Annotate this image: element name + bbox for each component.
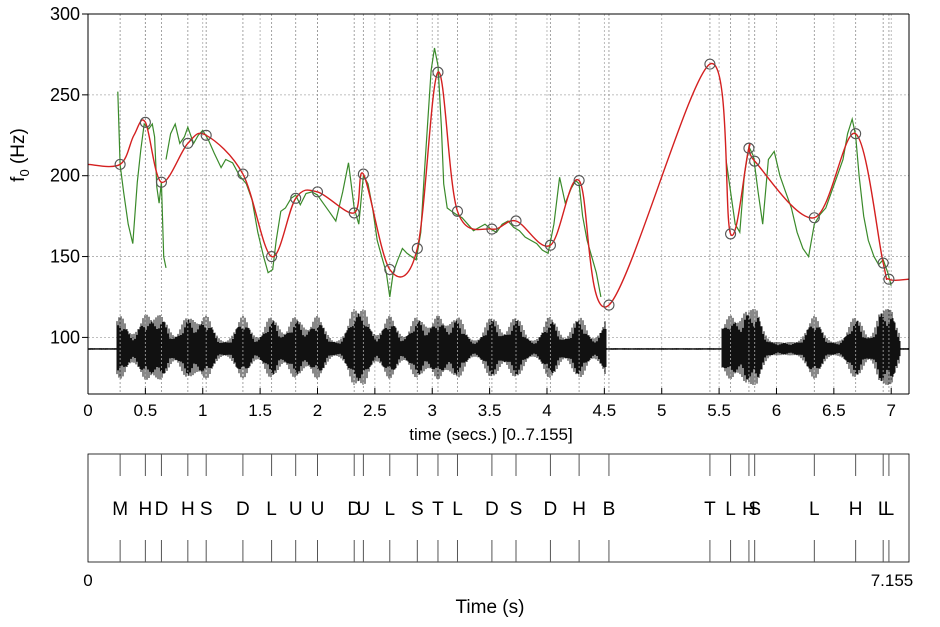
tone-label: U xyxy=(357,499,371,520)
target-point xyxy=(357,168,369,180)
x-tick-label: 0 xyxy=(83,401,92,420)
y-axis-label: f0 (Hz) xyxy=(8,128,32,182)
target-guide-lines xyxy=(119,14,890,394)
x-tick-label: 1.5 xyxy=(248,401,272,420)
target-point xyxy=(348,207,360,219)
x-tick-label: 4 xyxy=(542,401,551,420)
tone-label: D xyxy=(544,499,558,520)
target-point xyxy=(155,176,167,188)
tone-label: L xyxy=(809,499,820,520)
tone-label: D xyxy=(236,499,250,520)
bottom-end-label: 7.155 xyxy=(871,571,914,590)
tone-label: T xyxy=(704,499,716,520)
x-tick-label: 6 xyxy=(772,401,781,420)
tone-label: L xyxy=(452,499,463,520)
target-point xyxy=(432,66,444,78)
fitted-curve-series xyxy=(87,63,910,308)
x-axis-ticks: 0 0.5 1 1.5 2 2.5 3 3.5 4 4.5 5 5.5 6 6.5 7 xyxy=(83,388,896,420)
tone-label: U xyxy=(311,499,325,520)
target-point xyxy=(182,137,194,149)
tone-label: L xyxy=(884,499,895,520)
target-point xyxy=(237,168,249,180)
target-point xyxy=(290,192,302,204)
waveform xyxy=(87,309,910,385)
tone-label: H xyxy=(742,499,756,520)
x-tick-label: 2.5 xyxy=(363,401,387,420)
target-point xyxy=(883,273,895,285)
x-tick-label: 5.5 xyxy=(707,401,731,420)
tone-tier-frame xyxy=(87,453,910,563)
target-point xyxy=(573,175,585,187)
tone-label: D xyxy=(485,499,499,520)
raw-f0-series xyxy=(117,47,892,298)
target-point xyxy=(411,242,423,255)
x-tick-label: 3.5 xyxy=(478,401,502,420)
tone-label: L xyxy=(725,499,736,520)
target-point xyxy=(311,186,324,198)
target-point xyxy=(384,263,396,276)
tone-label: D xyxy=(347,499,361,520)
tone-label: H xyxy=(139,499,153,520)
tone-label: T xyxy=(432,499,444,520)
target-point xyxy=(850,128,862,140)
tone-tier: M H D H S D L U U DU L S T L D S D H B T L HS L H LL xyxy=(112,454,894,562)
target-point xyxy=(510,215,522,227)
bottom-start-label: 0 xyxy=(83,571,92,590)
x-tick-label: 6.5 xyxy=(822,401,846,420)
time-axis-label: time (secs.) [0..7.155] xyxy=(409,425,572,444)
y-tick-label: 150 xyxy=(50,247,80,267)
y-axis-ticks: 100 150 200 250 300 xyxy=(50,4,88,347)
tone-label: H xyxy=(181,499,195,520)
tone-label: S xyxy=(510,499,523,520)
fitted-curve-line xyxy=(87,63,910,308)
target-point xyxy=(451,205,464,217)
x-tick-label: 2 xyxy=(313,401,322,420)
raw-f0-line xyxy=(725,116,892,286)
target-point xyxy=(743,142,755,154)
tone-label: S xyxy=(200,499,213,520)
target-point xyxy=(544,239,556,251)
tone-label: H xyxy=(849,499,863,520)
tone-label: M xyxy=(112,499,128,520)
tone-label: L xyxy=(384,499,395,520)
target-point xyxy=(266,251,278,263)
target-point xyxy=(200,129,212,141)
tone-label: S xyxy=(748,499,761,520)
target-point xyxy=(139,116,151,128)
target-point xyxy=(808,212,820,224)
x-tick-label: 1 xyxy=(198,401,207,420)
tone-label: D xyxy=(155,499,169,520)
tone-label: B xyxy=(603,499,616,520)
bottom-axis-label: Time (s) xyxy=(456,597,525,618)
target-point xyxy=(749,155,761,167)
plot-frames xyxy=(87,13,910,563)
x-tick-label: 5 xyxy=(657,401,666,420)
y-tick-label: 250 xyxy=(50,85,80,105)
tone-label: U xyxy=(289,499,303,520)
x-tick-label: 7 xyxy=(886,401,895,420)
y-tick-label: 100 xyxy=(50,327,80,347)
raw-f0-line xyxy=(165,47,602,298)
target-point xyxy=(704,58,716,70)
target-point xyxy=(114,158,126,170)
target-point xyxy=(877,257,889,269)
target-point xyxy=(725,228,737,240)
target-point xyxy=(486,223,498,235)
target-points xyxy=(114,58,895,311)
y-tick-label: 300 xyxy=(50,4,80,24)
x-tick-label: 3 xyxy=(428,401,437,420)
x-tick-label: 0.5 xyxy=(134,401,158,420)
tone-label: S xyxy=(411,499,424,520)
x-tick-label: 4.5 xyxy=(593,401,617,420)
y-tick-label: 200 xyxy=(50,166,80,186)
target-point xyxy=(603,299,615,311)
tone-label: L xyxy=(266,499,277,520)
waveform-trace xyxy=(87,309,910,385)
tone-label: H xyxy=(572,499,586,520)
tone-label: L xyxy=(878,499,889,520)
